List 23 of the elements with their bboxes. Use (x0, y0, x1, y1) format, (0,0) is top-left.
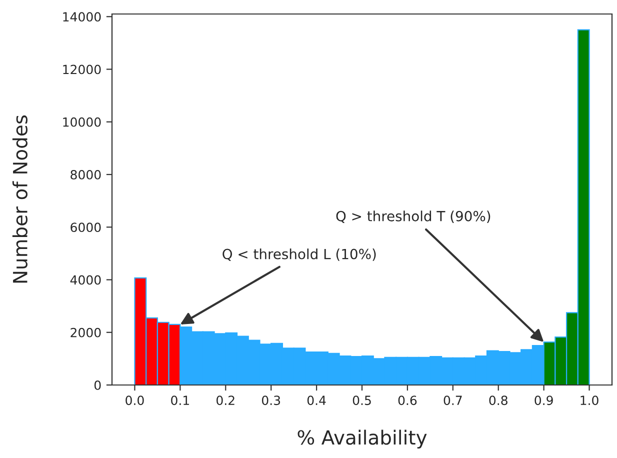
x-tick-label: 0.4 (307, 396, 326, 406)
x-tick-label: 0.9 (534, 396, 553, 406)
x-axis-title: % Availability (298, 430, 427, 449)
x-tick-label: 1.0 (580, 396, 598, 406)
x-tick-label: 0.8 (489, 396, 508, 406)
x-tick-label: 0.6 (398, 396, 417, 406)
x-tick-label: 0.5 (352, 396, 371, 406)
x-tick-label: 0.1 (171, 396, 189, 406)
y-axis-title: Number of Nodes (12, 115, 28, 283)
x-tick-label: 0.3 (262, 396, 280, 406)
y-tick-label: 12000 (63, 64, 101, 74)
x-tick-label: 0.0 (126, 396, 144, 406)
y-tick-label: 14000 (63, 12, 101, 22)
x-tick-label: 0.2 (216, 396, 234, 406)
x-tick-label: 0.7 (444, 396, 462, 406)
y-tick-label: 6000 (70, 222, 101, 232)
y-tick-label: 0 (94, 380, 101, 390)
y-tick-label: 4000 (70, 275, 101, 285)
annotation: Q > threshold T (90%) (336, 210, 490, 223)
y-tick-label: 10000 (63, 117, 101, 127)
y-tick-label: 8000 (70, 170, 101, 180)
y-tick-label: 2000 (70, 328, 101, 338)
annotation: Q < threshold L (10%) (222, 248, 376, 261)
